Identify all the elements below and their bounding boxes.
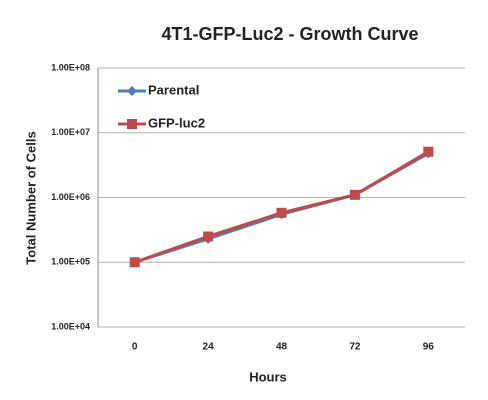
data-point: [276, 207, 287, 218]
data-point: [129, 257, 140, 268]
legend-label: Parental: [148, 82, 199, 97]
y-tick-label: 1.00E+08: [51, 62, 90, 72]
x-tick-label: 72: [349, 342, 361, 353]
legend-marker: [127, 119, 137, 129]
chart-title: 4T1-GFP-Luc2 - Growth Curve: [161, 24, 418, 44]
y-axis-label: Total Number of Cells: [23, 131, 38, 264]
x-axis-label: Hours: [249, 369, 287, 384]
x-tick-label: 48: [276, 342, 288, 353]
data-point: [203, 231, 214, 242]
x-tick-label: 0: [132, 342, 138, 353]
data-point: [349, 189, 360, 200]
legend-marker: [127, 86, 137, 96]
y-tick-label: 1.00E+07: [51, 127, 90, 137]
legend-label: GFP-luc2: [148, 115, 205, 130]
data-point: [423, 146, 434, 157]
x-tick-label: 24: [203, 342, 215, 353]
y-tick-label: 1.00E+06: [51, 192, 90, 202]
y-tick-label: 1.00E+05: [51, 257, 90, 267]
y-tick-label: 1.00E+04: [51, 321, 90, 331]
series-line: [134, 150, 430, 264]
x-tick-label: 96: [423, 342, 435, 353]
